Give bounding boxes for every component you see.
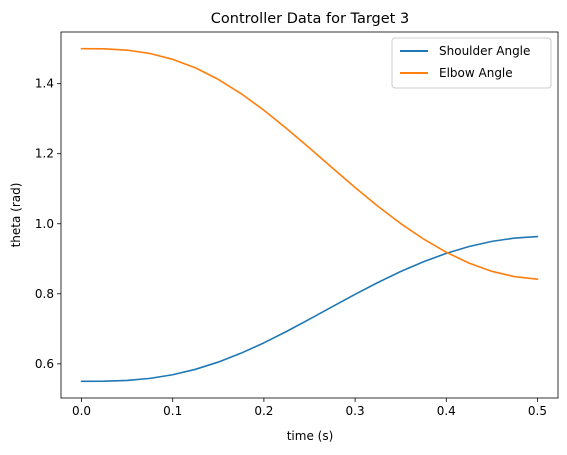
x-axis-title: time (s) xyxy=(287,429,334,443)
chart-title: Controller Data for Target 3 xyxy=(211,11,409,27)
series-layer xyxy=(80,47,539,383)
legend: Shoulder Angle Elbow Angle xyxy=(391,37,552,89)
x-tick-label: 0.5 xyxy=(528,404,547,418)
legend-box xyxy=(391,37,552,89)
y-axis: 0.6 0.8 1.0 1.2 1.4 xyxy=(35,77,61,371)
y-tick-label: 1.4 xyxy=(35,77,54,91)
x-tick-label: 0.1 xyxy=(163,404,182,418)
y-tick-label: 0.6 xyxy=(35,357,54,371)
y-tick-label: 1.0 xyxy=(35,217,54,231)
x-tick-label: 0.2 xyxy=(254,404,273,418)
y-tick-label: 1.2 xyxy=(35,147,54,161)
series-line-elbow-angle xyxy=(80,47,539,280)
x-tick-label: 0.0 xyxy=(72,404,91,418)
legend-label-shoulder-angle: Shoulder Angle xyxy=(439,44,530,58)
x-axis: 0.0 0.1 0.2 0.3 0.4 0.5 xyxy=(72,398,547,418)
plot-frame xyxy=(60,31,559,399)
plot-area xyxy=(61,32,558,398)
y-tick-label: 0.8 xyxy=(35,287,54,301)
x-tick-label: 0.3 xyxy=(346,404,365,418)
legend-label-elbow-angle: Elbow Angle xyxy=(439,66,513,80)
x-tick-label: 0.4 xyxy=(437,404,456,418)
series-line-shoulder-angle xyxy=(80,235,539,383)
y-axis-title: theta (rad) xyxy=(9,183,23,248)
